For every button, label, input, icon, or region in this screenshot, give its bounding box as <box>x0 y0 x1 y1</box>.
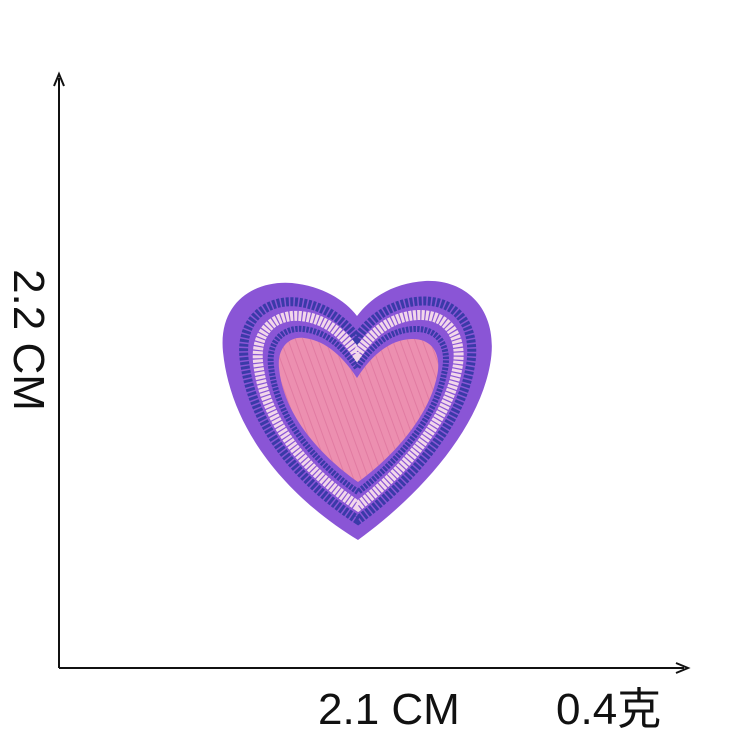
height-label: 2.2 CM <box>4 269 53 411</box>
outer-stitch <box>239 296 477 526</box>
horizontal-axis-arrow <box>675 662 691 674</box>
heart-patch-icon <box>222 280 492 540</box>
width-label: 2.1 CM <box>318 685 460 734</box>
white-stitch <box>252 309 464 513</box>
dimension-axes <box>53 71 691 674</box>
pink-fill-threads <box>278 337 439 482</box>
inner-stitch <box>267 325 449 496</box>
weight-label: 0.4克 <box>556 685 662 734</box>
vertical-axis-arrow <box>53 71 65 87</box>
